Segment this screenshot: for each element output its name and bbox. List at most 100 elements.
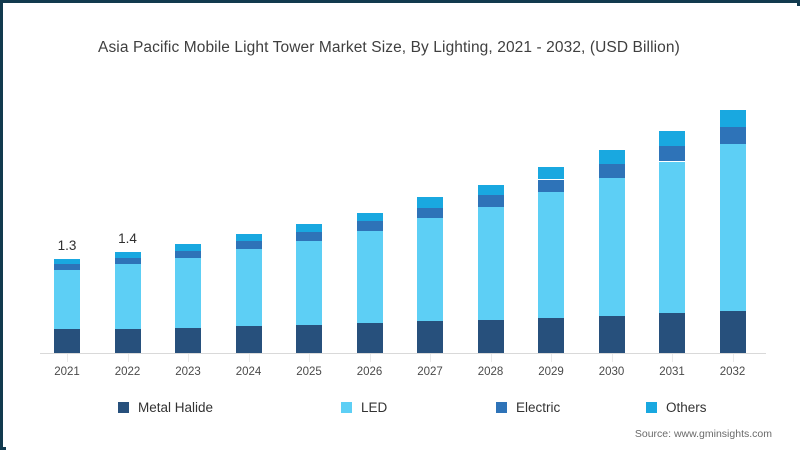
- bar-2021[interactable]: [54, 259, 80, 353]
- bar-segment-metal-halide[interactable]: [417, 321, 443, 353]
- legend-item-others[interactable]: Others: [646, 396, 707, 418]
- x-tick-label-2025: 2025: [296, 366, 322, 378]
- x-tick-label-2022: 2022: [114, 366, 141, 378]
- x-tick-label-2030: 2030: [598, 366, 625, 378]
- bar-2025[interactable]: [296, 224, 322, 353]
- bar-segment-led[interactable]: [296, 240, 322, 325]
- legend-swatch-icon: [341, 401, 352, 413]
- bar-segment-led[interactable]: [477, 206, 504, 320]
- x-tick-mark: [551, 354, 552, 362]
- legend-item-metal-halide[interactable]: Metal Halide: [118, 396, 213, 418]
- x-tick-mark: [430, 354, 431, 362]
- bar-segment-electric[interactable]: [235, 241, 262, 250]
- legend-label: LED: [361, 399, 388, 415]
- bar-segment-others[interactable]: [598, 149, 625, 164]
- bar-segment-others[interactable]: [54, 259, 80, 265]
- x-tick-mark: [188, 354, 189, 362]
- bar-segment-metal-halide[interactable]: [719, 311, 746, 353]
- bar-segment-electric[interactable]: [356, 221, 383, 231]
- bar-segment-others[interactable]: [114, 252, 141, 258]
- chart-legend: Metal Halide LED Electric Others: [6, 396, 800, 418]
- bar-segment-led[interactable]: [175, 257, 201, 328]
- bar-segment-electric[interactable]: [477, 195, 504, 207]
- bar-segment-others[interactable]: [659, 130, 685, 146]
- bar-2030[interactable]: [598, 149, 625, 353]
- bar-segment-electric[interactable]: [538, 179, 564, 193]
- x-tick-label-2021: 2021: [54, 366, 80, 378]
- bar-segment-metal-halide[interactable]: [235, 326, 262, 353]
- bar-segment-electric[interactable]: [296, 232, 322, 241]
- bar-segment-led[interactable]: [659, 161, 685, 314]
- x-tick-mark: [127, 354, 129, 362]
- bar-segment-electric[interactable]: [175, 250, 201, 258]
- legend-swatch-icon: [118, 401, 129, 413]
- bar-2022[interactable]: [114, 252, 141, 353]
- bar-2028[interactable]: [477, 184, 504, 353]
- x-axis-line: [40, 353, 766, 354]
- bar-segment-metal-halide[interactable]: [356, 323, 383, 353]
- bar-segment-metal-halide[interactable]: [598, 315, 625, 353]
- x-tick-mark: [369, 354, 371, 362]
- bar-segment-others[interactable]: [356, 212, 383, 222]
- legend-item-led[interactable]: LED: [341, 396, 387, 418]
- x-tick-label-2031: 2031: [659, 366, 685, 378]
- bar-2029[interactable]: [538, 167, 564, 353]
- plot-area: 2021 1.3 2022 1.4 2023 2024 2025 2026 2027 2028 20…: [6, 6, 800, 450]
- bar-segment-others[interactable]: [296, 224, 322, 233]
- bar-segment-metal-halide[interactable]: [175, 327, 201, 353]
- bar-segment-electric[interactable]: [659, 145, 685, 162]
- bar-2026[interactable]: [356, 212, 383, 353]
- bar-segment-metal-halide[interactable]: [114, 328, 141, 353]
- bar-segment-electric[interactable]: [719, 126, 746, 145]
- x-tick-label-2032: 2032: [719, 366, 746, 378]
- bar-segment-others[interactable]: [175, 244, 201, 251]
- x-tick-label-2027: 2027: [417, 366, 443, 378]
- bar-segment-metal-halide[interactable]: [538, 317, 564, 353]
- bar-segment-led[interactable]: [356, 230, 383, 324]
- legend-item-electric[interactable]: Electric: [496, 396, 560, 418]
- bar-segment-led[interactable]: [114, 264, 141, 329]
- legend-swatch-icon: [646, 401, 657, 413]
- bar-segment-others[interactable]: [538, 167, 564, 180]
- bar-2027[interactable]: [417, 197, 443, 353]
- value-label-2021: 1.3: [57, 238, 77, 254]
- bar-segment-led[interactable]: [54, 270, 80, 330]
- bar-segment-others[interactable]: [235, 234, 262, 242]
- bar-segment-led[interactable]: [719, 144, 746, 312]
- bar-2023[interactable]: [175, 244, 201, 353]
- value-label-2022: 1.4: [118, 231, 137, 247]
- x-tick-mark: [490, 354, 492, 362]
- bar-segment-electric[interactable]: [54, 264, 80, 271]
- legend-swatch-icon: [496, 401, 507, 413]
- bar-segment-metal-halide[interactable]: [659, 313, 685, 353]
- bar-2031[interactable]: [659, 130, 685, 353]
- bar-segment-others[interactable]: [477, 184, 504, 196]
- x-tick-label-2026: 2026: [356, 366, 383, 378]
- bar-2024[interactable]: [235, 234, 262, 353]
- x-tick-label-2028: 2028: [477, 366, 504, 378]
- bar-segment-others[interactable]: [719, 110, 746, 127]
- bar-2032[interactable]: [719, 110, 746, 353]
- bar-segment-led[interactable]: [417, 218, 443, 322]
- x-tick-mark: [732, 354, 734, 362]
- bar-segment-led[interactable]: [598, 178, 625, 316]
- bar-segment-electric[interactable]: [417, 207, 443, 219]
- chart-title: Asia Pacific Mobile Light Tower Market S…: [98, 39, 680, 56]
- bar-segment-led[interactable]: [235, 249, 262, 327]
- x-tick-label-2023: 2023: [175, 366, 201, 378]
- x-tick-label-2029: 2029: [538, 366, 564, 378]
- x-tick-mark: [309, 354, 310, 362]
- chart-canvas: Asia Pacific Mobile Light Tower Market S…: [6, 6, 800, 450]
- x-tick-mark: [672, 354, 673, 362]
- bar-segment-metal-halide[interactable]: [296, 324, 322, 353]
- legend-label: Others: [666, 399, 707, 415]
- legend-label: Metal Halide: [138, 399, 214, 415]
- bar-segment-others[interactable]: [417, 197, 443, 208]
- bar-segment-electric[interactable]: [114, 257, 141, 265]
- bar-segment-metal-halide[interactable]: [54, 329, 80, 353]
- bar-segment-led[interactable]: [538, 192, 564, 318]
- bar-segment-electric[interactable]: [598, 163, 625, 179]
- legend-label: Electric: [516, 399, 561, 415]
- bar-segment-metal-halide[interactable]: [477, 319, 504, 353]
